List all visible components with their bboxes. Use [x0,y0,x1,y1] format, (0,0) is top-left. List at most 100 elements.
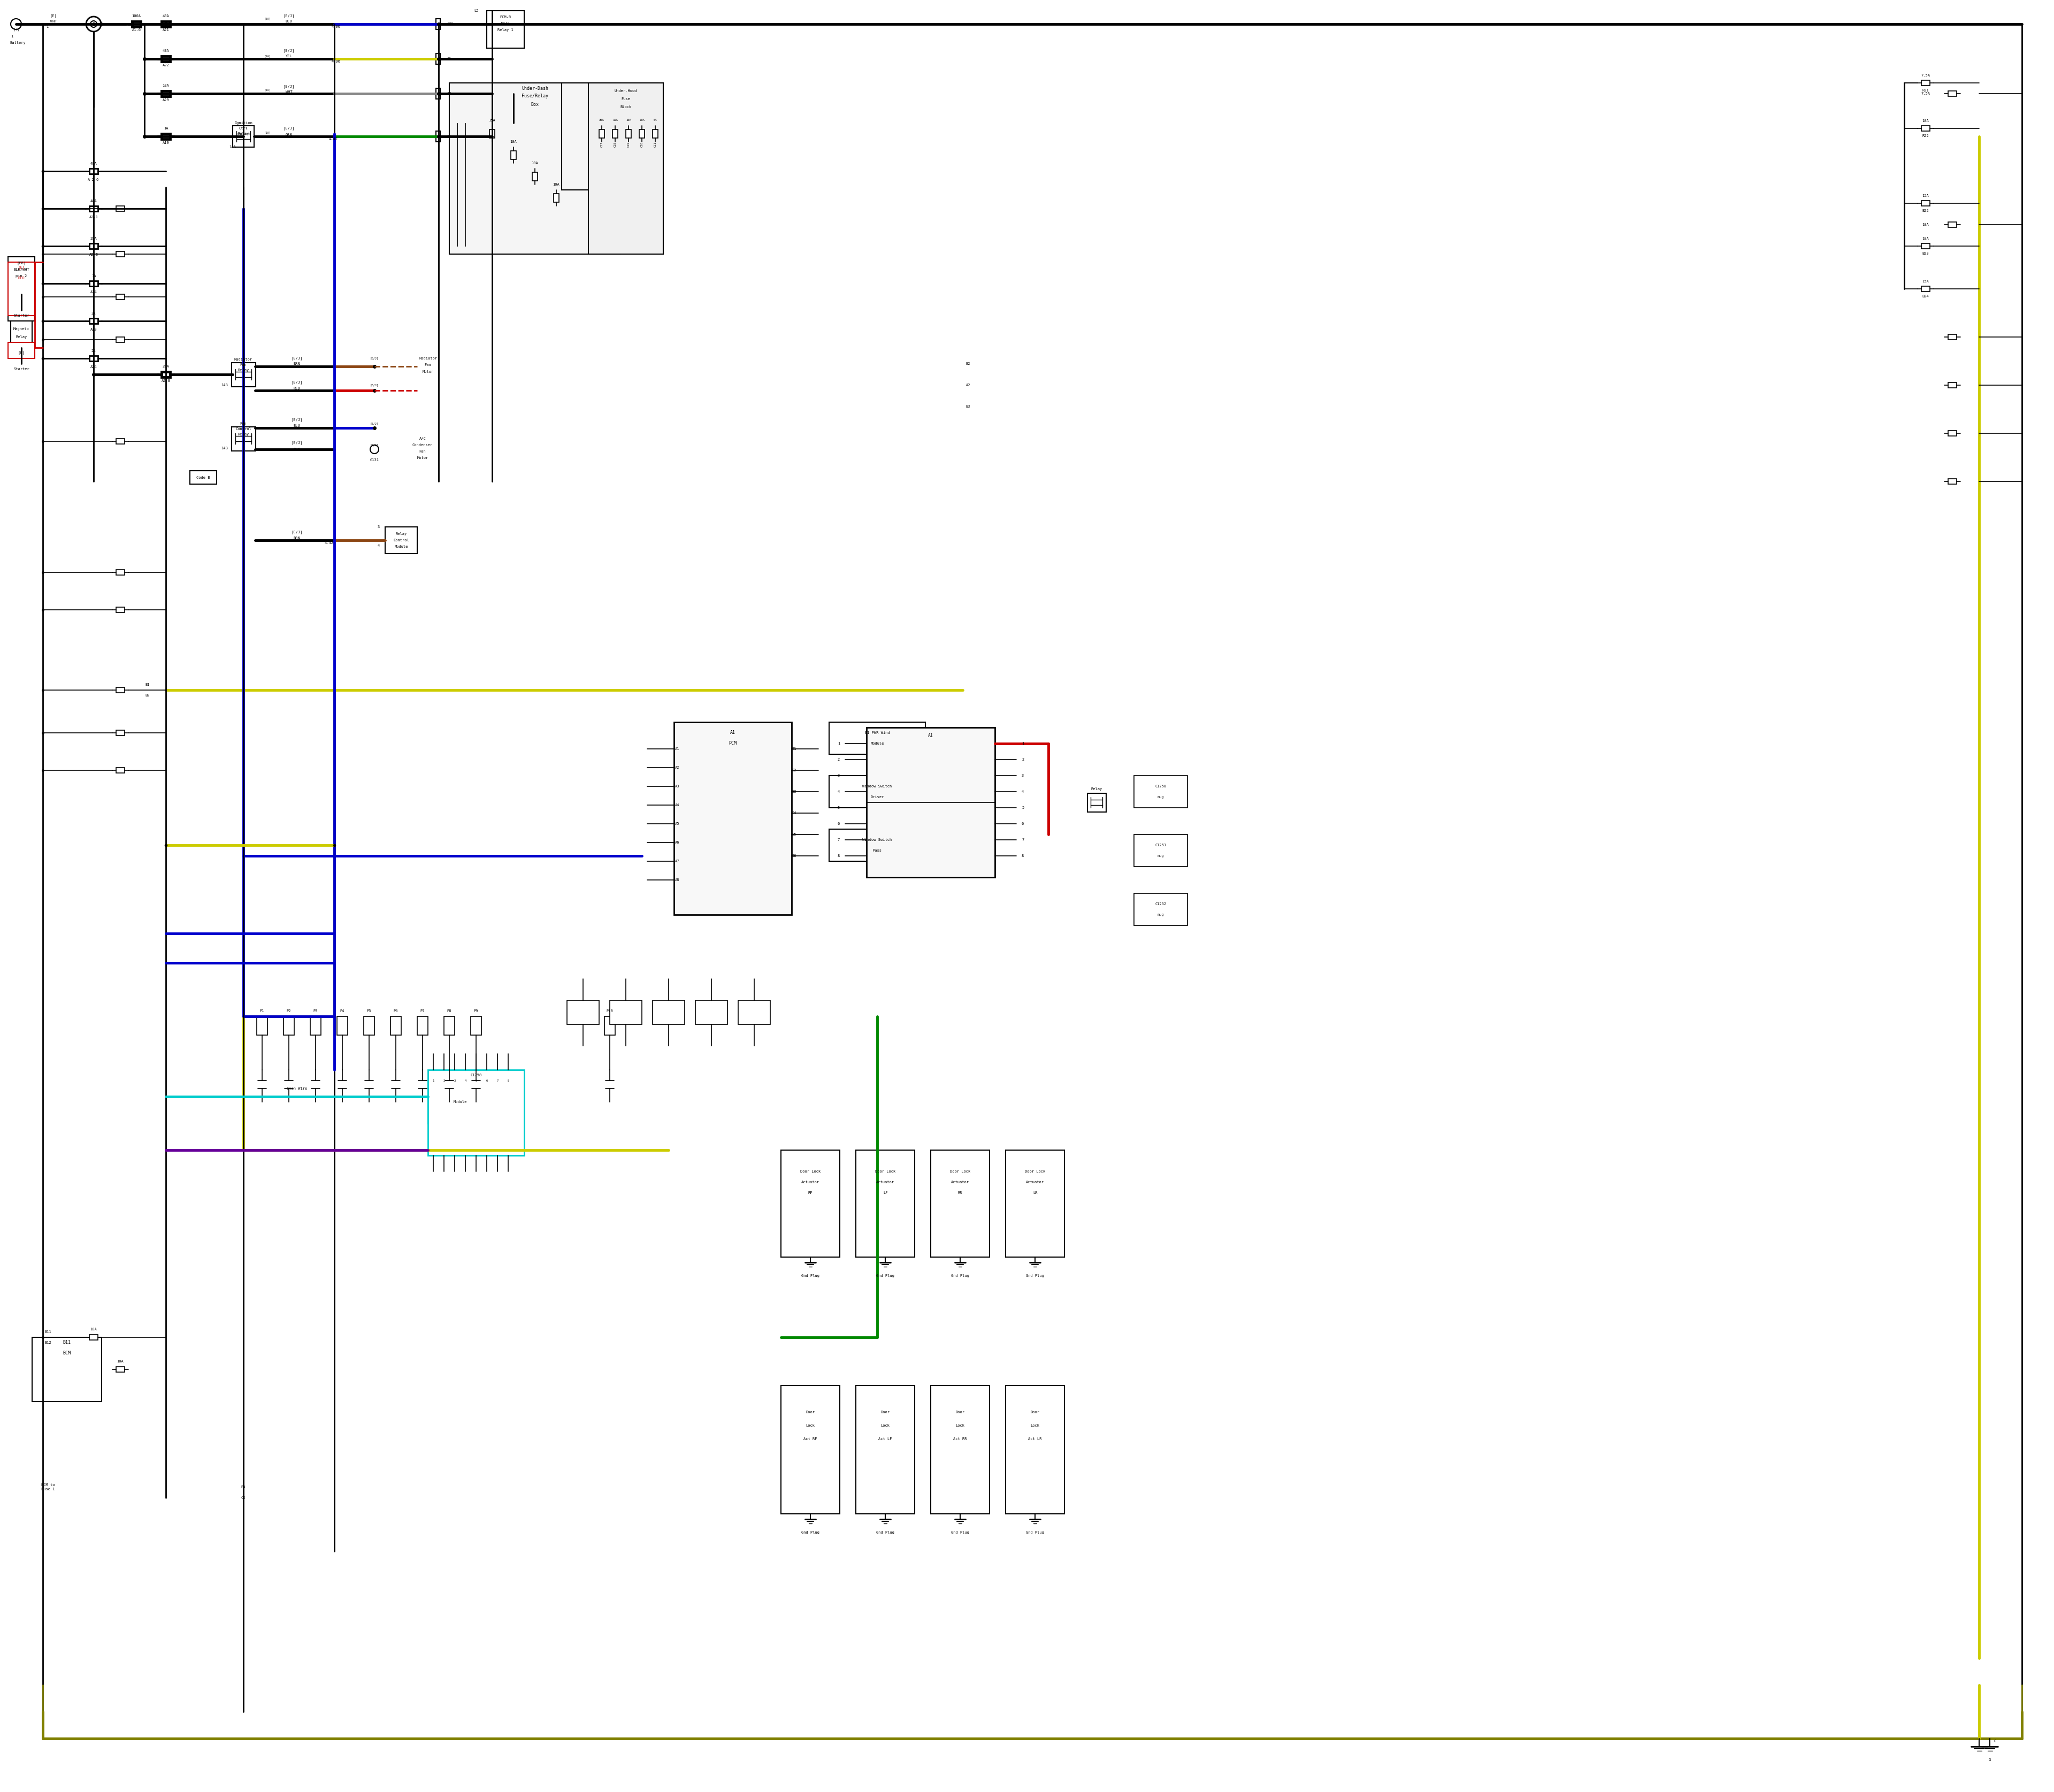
Text: B1: B1 [146,683,150,686]
Text: B5: B5 [791,833,797,837]
Bar [1947,91,1957,97]
Text: 10A: 10A [117,1360,123,1364]
Bar [117,607,125,613]
Text: RED: RED [18,276,25,280]
Text: C3: C3 [240,1496,246,1500]
Text: [E]: [E] [18,351,25,355]
Text: [5A]: [5A] [265,18,271,20]
Text: B6: B6 [791,855,797,858]
Text: BCM to
Fuse 1: BCM to Fuse 1 [41,1484,55,1491]
Text: 20A: 20A [162,366,168,367]
Text: Block: Block [620,106,631,109]
Text: R21: R21 [1923,90,1929,91]
Bar [653,1000,684,1025]
Text: (+): (+) [14,27,21,30]
Text: C21: C21 [653,142,657,147]
Text: 7.5A: 7.5A [1920,91,1931,95]
Bar [610,1000,641,1025]
Text: C1: C1 [450,23,454,25]
Bar [511,151,516,159]
Text: A24: A24 [90,366,97,369]
Bar [435,88,440,99]
Text: Relay: Relay [1091,787,1103,790]
Text: Act LR: Act LR [1029,1437,1041,1441]
Bar [117,337,125,342]
Bar [639,129,645,138]
Text: [E/J]: [E/J] [370,423,378,425]
Text: P1: P1 [259,1009,265,1012]
Text: Door: Door [955,1410,965,1414]
Text: P9: P9 [474,1009,479,1012]
Bar [88,168,99,174]
Text: Lock: Lock [955,1425,965,1426]
Text: A19: A19 [162,142,168,145]
Bar [8,256,35,321]
Text: 40A: 40A [90,199,97,202]
Text: B2: B2 [791,769,797,772]
Text: Actuator: Actuator [951,1181,969,1185]
Text: 7.5A: 7.5A [1920,73,1931,77]
Bar [257,1016,267,1036]
Text: 6: 6 [1021,823,1025,826]
Text: A1: A1 [676,747,680,751]
Bar [232,362,255,387]
Bar [489,129,495,138]
Bar [117,688,125,694]
Text: Cyan Wire: Cyan Wire [288,1088,308,1090]
Text: 14B: 14B [222,446,228,450]
Text: C1: C1 [448,23,452,25]
Text: A/C: A/C [419,437,425,441]
Text: BRN: BRN [294,362,300,366]
Text: P4: P4 [341,1009,345,1012]
Text: 10A: 10A [162,84,168,88]
Text: BCM: BCM [64,1351,72,1357]
Text: [E/J]: [E/J] [370,383,378,387]
Text: Act LF: Act LF [879,1437,891,1441]
Bar [587,82,663,254]
Text: 3: 3 [838,774,840,778]
Text: 10A: 10A [532,161,538,165]
Bar [487,11,524,48]
Text: B1: B1 [791,747,797,751]
Text: 4-42: 4-42 [325,541,333,545]
Text: Under-Hood: Under-Hood [614,90,637,93]
Bar [532,172,538,181]
Text: BLU: BLU [294,425,300,428]
Text: P5: P5 [368,1009,372,1012]
Text: Gnd Plug: Gnd Plug [1025,1274,1043,1278]
Bar [88,1335,99,1340]
Text: BRN: BRN [294,536,300,539]
Text: [1A]: [1A] [265,131,271,134]
Bar [1947,222,1957,228]
Text: P7: P7 [421,1009,425,1012]
Bar [830,830,926,862]
Text: Ctrl: Ctrl [238,127,249,131]
Text: 7: 7 [1021,839,1025,842]
Bar [162,91,170,97]
Bar [830,776,926,808]
Text: B24: B24 [1923,294,1929,297]
Text: GRN: GRN [286,133,292,136]
Text: 3: 3 [1021,774,1025,778]
Text: Gnd Plug: Gnd Plug [951,1530,969,1534]
Text: [E]: [E] [18,265,25,269]
Text: Door: Door [805,1410,815,1414]
Bar [435,54,440,65]
Text: PCM-R: PCM-R [499,16,511,18]
Bar [1920,201,1931,206]
Text: 15A: 15A [612,118,618,122]
Text: Main: Main [501,22,509,25]
Text: A8: A8 [676,878,680,882]
Text: B3: B3 [240,1486,246,1489]
Bar [600,129,604,138]
Text: 1: 1 [45,25,47,29]
Text: 1: 1 [10,34,12,38]
Bar [162,371,170,376]
Text: C1252: C1252 [1154,903,1167,905]
Text: [E/J]: [E/J] [292,357,302,360]
Bar [444,1016,454,1036]
Text: Radiator: Radiator [234,358,253,360]
Bar [781,1385,840,1514]
Text: A22: A22 [162,65,168,66]
Text: WHT: WHT [286,90,292,93]
